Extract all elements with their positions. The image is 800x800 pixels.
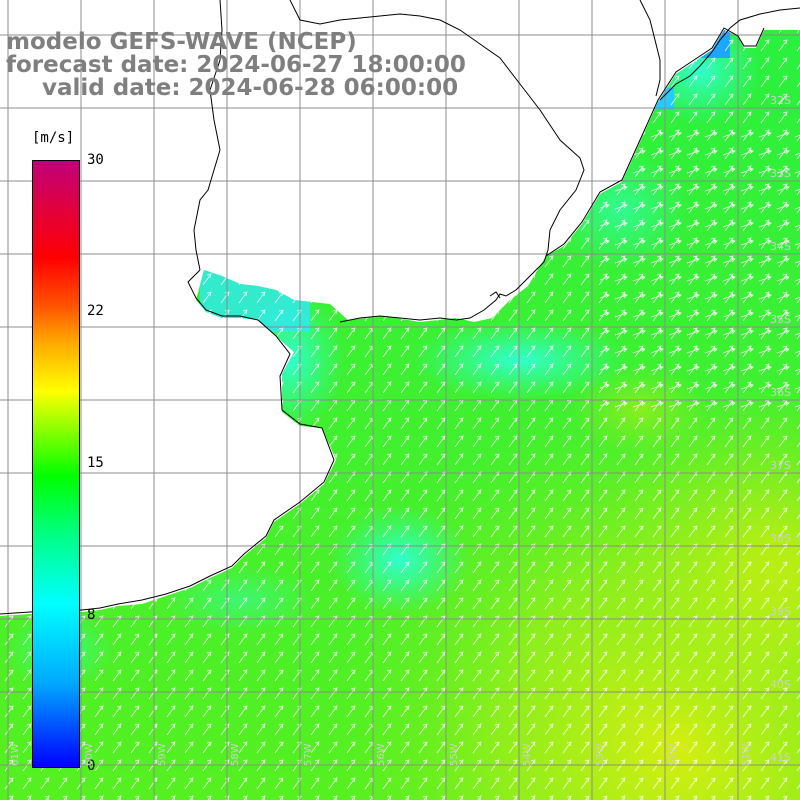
lon-label: 61W bbox=[10, 743, 21, 766]
colorbar-tick-8: 8 bbox=[87, 607, 96, 623]
valid-date: valid date: 2024-06-28 06:00:00 bbox=[42, 75, 459, 101]
lat-label: 33S bbox=[770, 167, 791, 180]
lon-label: 56W bbox=[376, 743, 387, 766]
lon-label: 53W bbox=[595, 743, 606, 766]
lat-label: 35S bbox=[770, 313, 791, 326]
coastline bbox=[0, 0, 800, 615]
lat-label: 40S bbox=[770, 678, 791, 691]
lat-label: 37S bbox=[770, 459, 791, 472]
colorbar-tick-22: 22 bbox=[87, 303, 104, 319]
lat-label: 34S bbox=[770, 240, 791, 253]
lon-label: 57W bbox=[303, 743, 314, 766]
forecast-date: forecast date: 2024-06-27 18:00:00 bbox=[6, 52, 466, 78]
colorbar-unit: [m/s] bbox=[32, 130, 75, 146]
lat-label: 39S bbox=[770, 605, 791, 618]
lon-label: 59W bbox=[157, 743, 168, 766]
lon-label: 55W bbox=[449, 743, 460, 766]
lat-label: 41S bbox=[770, 751, 791, 764]
lon-label: 60W bbox=[84, 743, 95, 766]
colorbar bbox=[32, 160, 80, 768]
lon-label: 52W bbox=[668, 743, 679, 766]
lon-label: 58W bbox=[230, 743, 241, 766]
lon-label: 54W bbox=[522, 743, 533, 766]
colorbar-tick-min: 0 bbox=[87, 758, 96, 774]
colorbar-tick-max: 30 bbox=[87, 152, 104, 168]
lat-label: 38S bbox=[770, 532, 791, 545]
lat-label: 36S bbox=[770, 386, 791, 399]
lon-label: 51W bbox=[741, 743, 752, 766]
lat-label: 32S bbox=[770, 94, 791, 107]
colorbar-tick-15: 15 bbox=[87, 455, 104, 471]
model-title: modelo GEFS-WAVE (NCEP) bbox=[6, 29, 357, 55]
